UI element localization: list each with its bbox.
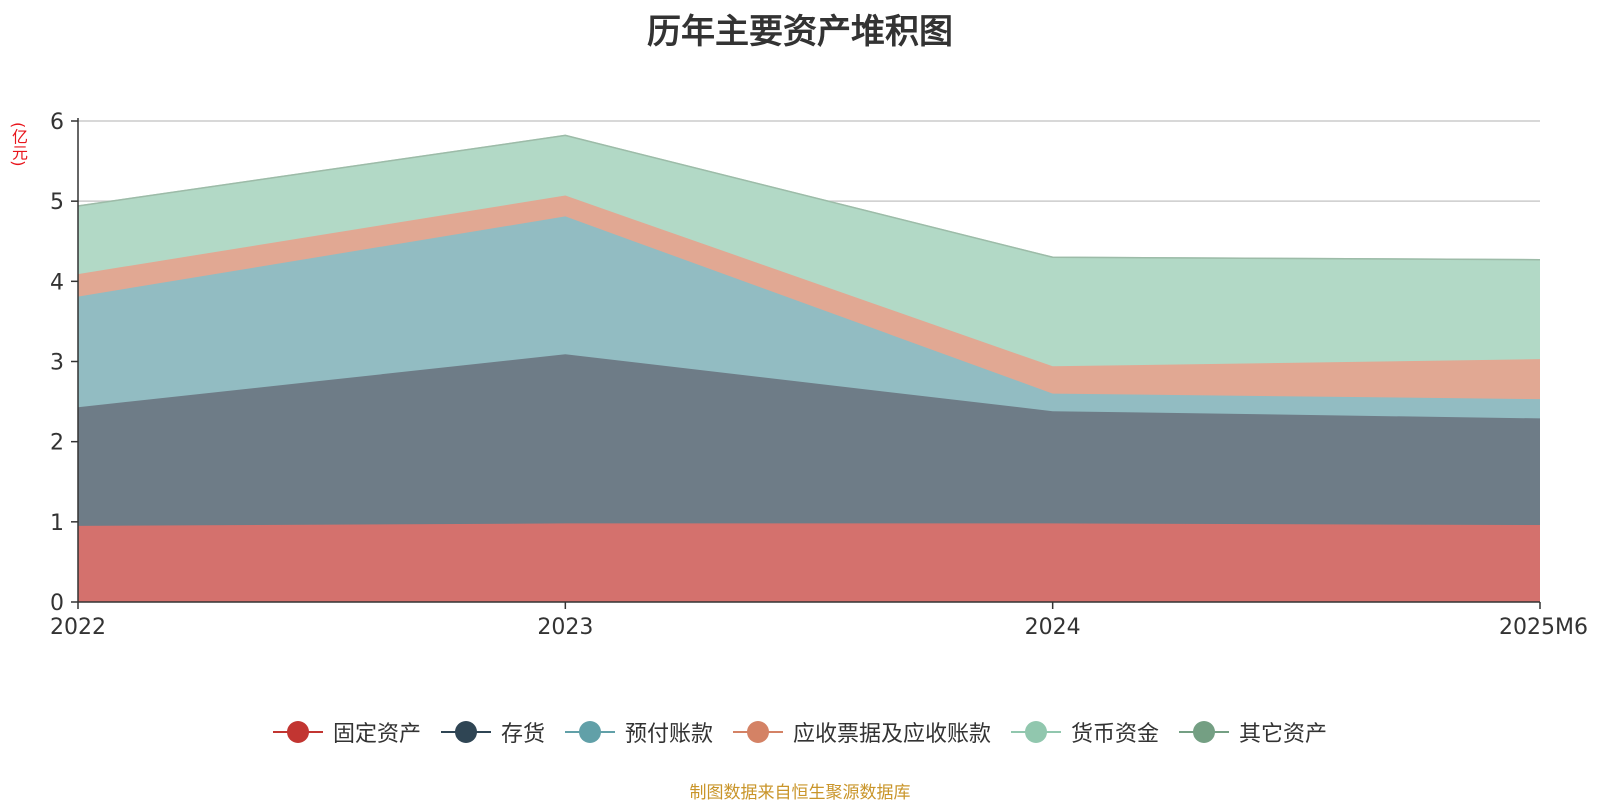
area-货币资金 [78,135,1540,367]
area-存货 [78,354,1540,526]
legend-label: 应收票据及应收账款 [793,722,992,747]
legend-marker-icon [1011,720,1062,744]
legend-item-应收票据及应收账款[interactable]: 应收票据及应收账款 [733,716,991,748]
x-tick-label-2022: 2022 [50,615,106,640]
x-tick-label-2024: 2024 [1025,615,1081,640]
y-tick-label-4: 4 [50,270,64,295]
legend-marker-icon [564,720,615,744]
y-tick-label-3: 3 [50,351,64,376]
series-line-固定资产 [77,522,1541,527]
y-tick-label-1: 1 [50,511,64,536]
legend-marker-icon [1179,720,1230,744]
y-axis-unit-label: (亿元) [9,122,28,167]
series-line-其它资产 [77,134,1541,261]
stacked-area-chart: 0 1 2 3 4 5 6 2022 2023 2024 2025M6 [50,110,1588,640]
legend-label: 存货 [500,722,545,747]
y-tick-label-0: 0 [50,591,64,616]
data-source-note: 制图数据来自恒生聚源数据库 [689,783,911,803]
legend-label: 预付账款 [624,722,713,747]
chart-title: 历年主要资产堆积图 [647,12,953,52]
legend-item-货币资金[interactable]: 货币资金 [1011,716,1159,748]
legend-label: 货币资金 [1071,722,1160,747]
legend-marker-icon [733,720,783,744]
legend-label: 固定资产 [332,722,421,747]
area-固定资产 [78,523,1540,602]
series-areas [77,134,1541,602]
axes: 0 1 2 3 4 5 6 2022 2023 2024 2025M6 [50,110,1588,640]
legend-item-存货[interactable]: 存货 [440,716,545,748]
legend-marker-icon [440,720,491,744]
area-预付账款 [78,216,1540,419]
legend-item-固定资产[interactable]: 固定资产 [272,716,421,748]
legend-item-其它资产[interactable]: 其它资产 [1179,716,1327,748]
legend-label: 其它资产 [1239,722,1328,747]
y-tick-label-5: 5 [50,190,64,215]
y-tick-label-6: 6 [50,110,64,135]
legend: 固定资产 存货 预付账款 应收票据及应收账款 货币资金 其它资产 [0,716,1600,748]
legend-item-预付账款[interactable]: 预付账款 [564,716,713,748]
area-应收票据及应收账款 [78,195,1540,400]
legend-marker-icon [272,720,323,744]
x-tick-label-2023: 2023 [537,615,593,640]
y-tick-label-2: 2 [50,431,64,456]
x-tick-label-2025M6: 2025M6 [1499,615,1588,640]
